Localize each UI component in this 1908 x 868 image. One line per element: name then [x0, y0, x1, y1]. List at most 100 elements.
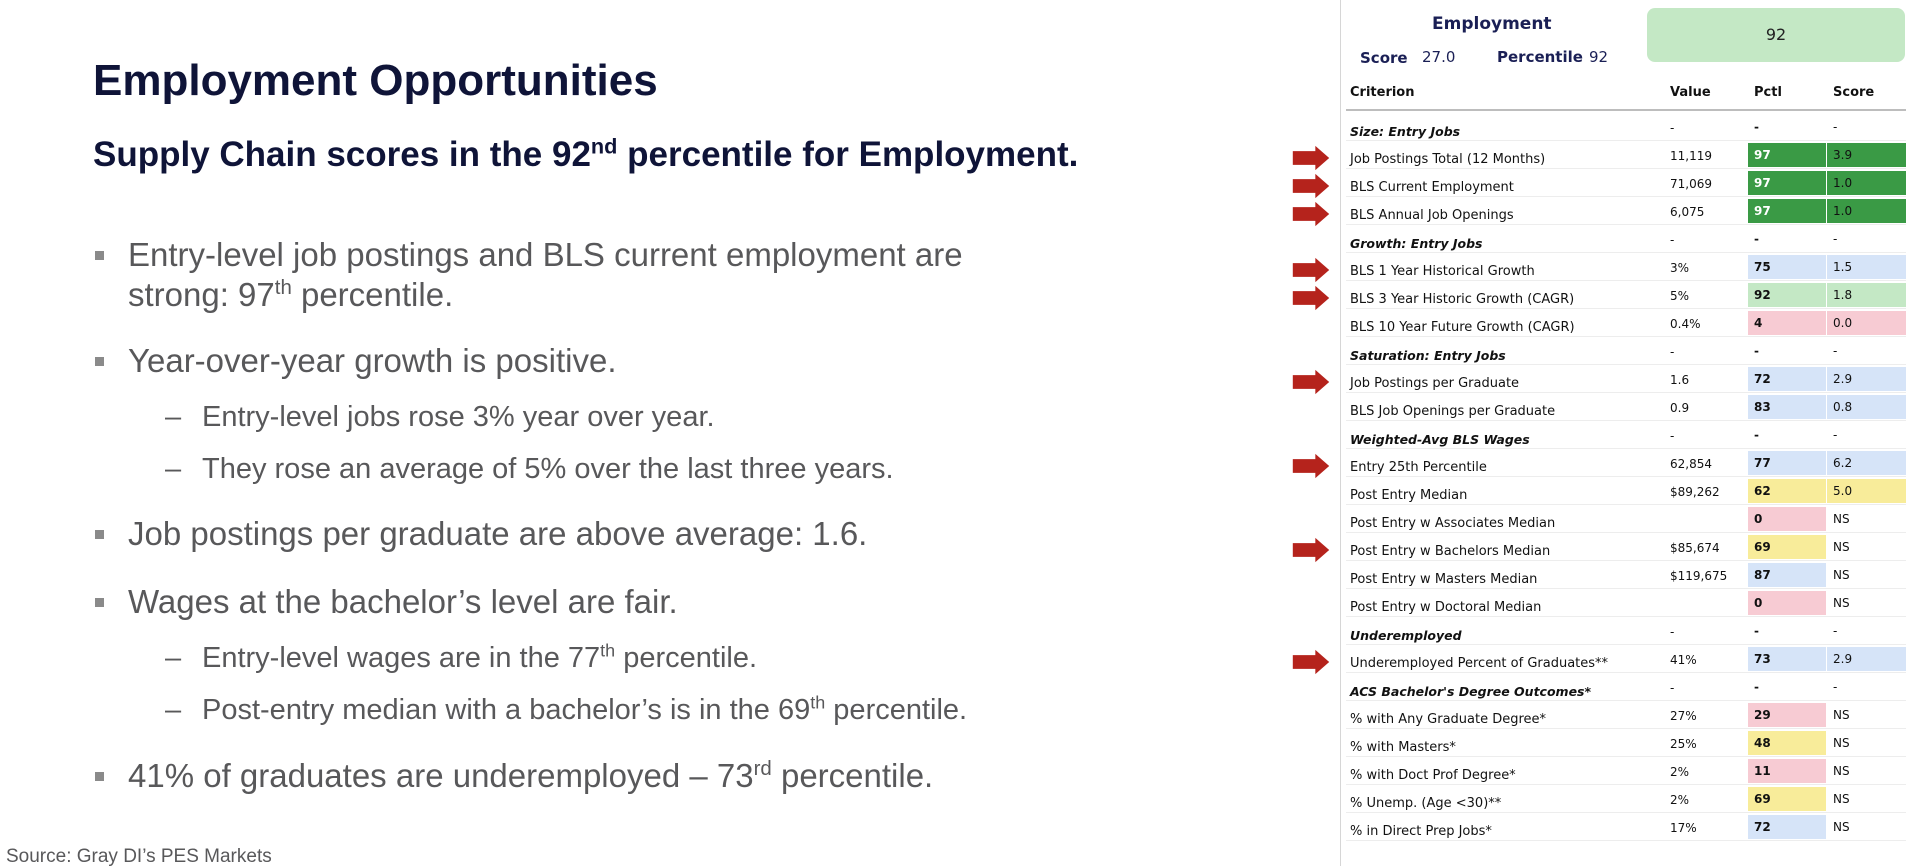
score-cell: 0.8 — [1827, 395, 1906, 419]
criterion-cell: Weighted-Avg BLS Wages — [1350, 432, 1530, 447]
criterion-cell: Post Entry w Bachelors Median — [1350, 544, 1551, 559]
row-divider — [1346, 196, 1906, 197]
sub-bullet-dash: – — [165, 453, 182, 485]
row-divider — [1346, 504, 1906, 505]
criterion-cell: Size: Entry Jobs — [1350, 124, 1461, 139]
value-cell: 1.6 — [1670, 373, 1690, 387]
table-section-row: Size: Entry Jobs - - - — [1340, 113, 1906, 141]
criterion-cell: Entry 25th Percentile — [1350, 460, 1487, 475]
criterion-cell: ACS Bachelor's Degree Outcomes* — [1350, 684, 1592, 699]
row-divider — [1346, 448, 1906, 449]
red-arrow-icon — [1292, 649, 1330, 675]
slide-subtitle: Supply Chain scores in the 92nd percenti… — [93, 135, 1078, 175]
sub-bullet-dash: – — [165, 401, 182, 433]
row-divider — [1346, 280, 1906, 281]
percentile-cell: 0 — [1748, 591, 1826, 615]
table-row: BLS 1 Year Historical Growth 3% 75 1.5 — [1340, 253, 1906, 281]
percentile-cell: 0 — [1748, 507, 1826, 531]
percentile-cell: 97 — [1748, 199, 1826, 223]
criterion-cell: Job Postings per Graduate — [1350, 376, 1520, 391]
table-section-row: Growth: Entry Jobs - - - — [1340, 225, 1906, 253]
header-pctl: Pctl — [1754, 85, 1782, 100]
percentile-cell: - — [1754, 680, 1759, 694]
bullet-marker — [95, 357, 104, 366]
score-value: 27.0 — [1422, 48, 1456, 66]
row-divider — [1346, 140, 1906, 141]
row-divider — [1346, 700, 1906, 701]
value-cell: - — [1670, 121, 1675, 135]
criterion-cell: % in Direct Prep Jobs* — [1350, 824, 1492, 839]
sub-bullet-text: Entry-level wages are in the 77th percen… — [202, 640, 757, 676]
row-divider — [1346, 224, 1906, 225]
criterion-cell: Post Entry w Masters Median — [1350, 572, 1538, 587]
score-cell: 6.2 — [1827, 451, 1906, 475]
criterion-cell: Post Entry w Associates Median — [1350, 516, 1556, 531]
score-cell: 5.0 — [1827, 479, 1906, 503]
score-cell: NS — [1833, 512, 1850, 526]
employment-score-panel: Employment Score 27.0 Percentile 92 92 C… — [1340, 0, 1906, 866]
percentile-label: Percentile — [1497, 48, 1583, 66]
score-cell: - — [1833, 232, 1838, 246]
percentile-cell: 92 — [1748, 283, 1826, 307]
bullet-post: percentile. — [771, 757, 934, 794]
percentile-cell: 11 — [1748, 759, 1826, 783]
percentile-cell: 69 — [1748, 535, 1826, 559]
bullet-text: percentile. — [291, 276, 454, 313]
criterion-cell: BLS Job Openings per Graduate — [1350, 404, 1556, 419]
value-cell: 6,075 — [1670, 205, 1705, 219]
score-cell: NS — [1833, 736, 1850, 750]
bullet-marker — [95, 530, 104, 539]
value-cell: - — [1670, 681, 1675, 695]
table-section-row: ACS Bachelor's Degree Outcomes* - - - — [1340, 673, 1906, 701]
score-label: Score — [1360, 49, 1408, 67]
percentile-cell: 87 — [1748, 563, 1826, 587]
sub-bullet-pre: Post-entry median with a bachelor’s is i… — [202, 694, 811, 726]
row-divider — [1346, 420, 1906, 421]
percentile-cell: - — [1754, 428, 1759, 442]
row-divider — [1346, 252, 1906, 253]
criterion-cell: BLS Current Employment — [1350, 180, 1514, 195]
percentile-cell: 73 — [1748, 647, 1826, 671]
row-divider — [1346, 644, 1906, 645]
sub-bullet-text: They rose an average of 5% over the last… — [202, 453, 894, 485]
table-row: Post Entry w Associates Median 0 NS — [1340, 505, 1906, 533]
percentile-cell: - — [1754, 344, 1759, 358]
percentile-cell: 48 — [1748, 731, 1826, 755]
criterion-cell: Underemployed — [1350, 628, 1462, 643]
criterion-cell: BLS Annual Job Openings — [1350, 208, 1514, 223]
value-cell: 27% — [1670, 709, 1697, 723]
row-divider — [1346, 336, 1906, 337]
score-cell: NS — [1833, 792, 1850, 806]
criterion-cell: Underemployed Percent of Graduates** — [1350, 656, 1609, 671]
score-cell: 3.9 — [1827, 143, 1906, 167]
score-cell: - — [1833, 120, 1838, 134]
score-cell: - — [1833, 428, 1838, 442]
criterion-cell: % with Any Graduate Degree* — [1350, 712, 1547, 727]
value-cell: 0.4% — [1670, 317, 1701, 331]
value-cell: 17% — [1670, 821, 1697, 835]
bullet-sup: rd — [753, 757, 772, 780]
criterion-cell: BLS 10 Year Future Growth (CAGR) — [1350, 320, 1575, 335]
table-row: Entry 25th Percentile 62,854 77 6.2 — [1340, 449, 1906, 477]
table-row: % with Masters* 25% 48 NS — [1340, 729, 1906, 757]
percentile-cell: 75 — [1748, 255, 1826, 279]
bullet-postings-per-graduate: Job postings per graduate are above aver… — [128, 515, 868, 552]
table-row: Post Entry w Doctoral Median 0 NS — [1340, 589, 1906, 617]
score-cell: NS — [1833, 540, 1850, 554]
criterion-cell: % Unemp. (Age <30)** — [1350, 796, 1502, 811]
criterion-cell: Saturation: Entry Jobs — [1350, 348, 1506, 363]
table-row: BLS 3 Year Historic Growth (CAGR) 5% 92 1.8 — [1340, 281, 1906, 309]
table-row: Post Entry w Masters Median $119,675 87 NS — [1340, 561, 1906, 589]
criterion-cell: % with Masters* — [1350, 740, 1456, 755]
score-cell: NS — [1833, 596, 1850, 610]
sub-bullet-text: Entry-level jobs rose 3% year over year. — [202, 401, 715, 433]
table-section-row: Saturation: Entry Jobs - - - — [1340, 337, 1906, 365]
red-arrow-icon — [1292, 173, 1330, 199]
table-row: BLS Current Employment 71,069 97 1.0 — [1340, 169, 1906, 197]
source-note: Source: Gray DI’s PES Markets — [6, 846, 272, 867]
score-cell: - — [1833, 624, 1838, 638]
percentile-cell: 83 — [1748, 395, 1826, 419]
score-cell: - — [1833, 344, 1838, 358]
percentile-cell: 29 — [1748, 703, 1826, 727]
header-value: Value — [1670, 85, 1711, 100]
